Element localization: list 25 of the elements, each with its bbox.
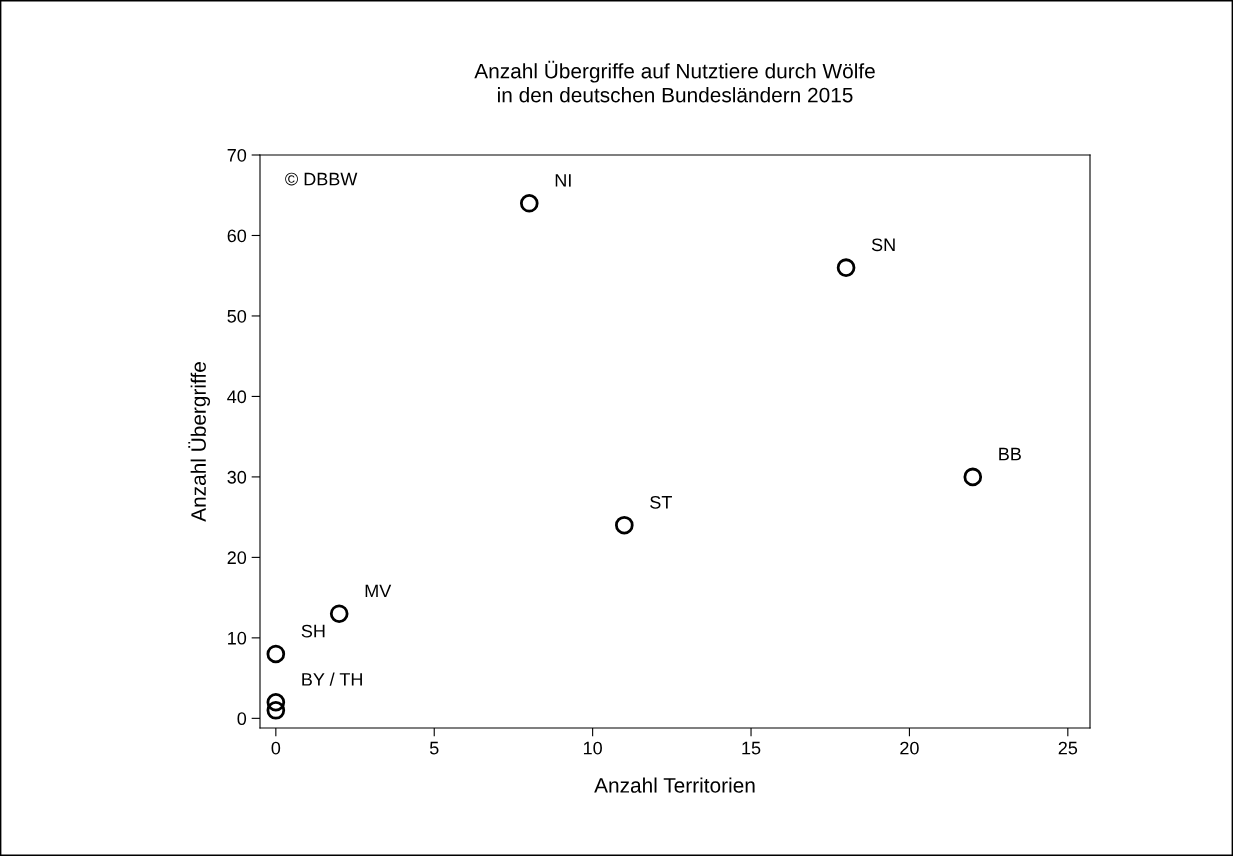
y-tick-label: 60	[227, 229, 247, 243]
annotation: BY / TH	[302, 672, 362, 686]
annotation: ST	[650, 495, 672, 509]
annotation: MV	[365, 584, 392, 598]
y-tick-label: 30	[227, 470, 247, 484]
x-tick-label: 25	[1058, 741, 1078, 755]
x-tick-label: 5	[429, 741, 439, 755]
x-tick-label: 0	[271, 741, 281, 755]
annotation: NI	[555, 174, 571, 187]
y-tick-label: 70	[227, 148, 247, 162]
annotation: BB	[999, 447, 1021, 461]
y-tick-label: 40	[227, 390, 247, 404]
annotation: SH	[301, 624, 325, 638]
x-axis-title: Anzahl Territorien	[594, 777, 755, 793]
x-tick-label: 15	[742, 741, 761, 755]
y-axis-title: Anzahl Übergriffe	[188, 362, 211, 522]
annotation: © DBBW	[285, 172, 358, 186]
y-tick-label: 0	[237, 712, 247, 726]
x-tick-label: 20	[900, 741, 919, 755]
y-tick-label: 50	[227, 309, 247, 323]
annotation: SN	[871, 238, 895, 252]
y-tick-label: 20	[227, 551, 247, 565]
y-tick-label: 10	[228, 631, 247, 645]
x-tick-label: 10	[583, 741, 602, 755]
chart-title: Anzahl Übergriffe auf Nutztiere durch Wölfe in den deutschen Bundesländern 2015	[474, 60, 875, 103]
